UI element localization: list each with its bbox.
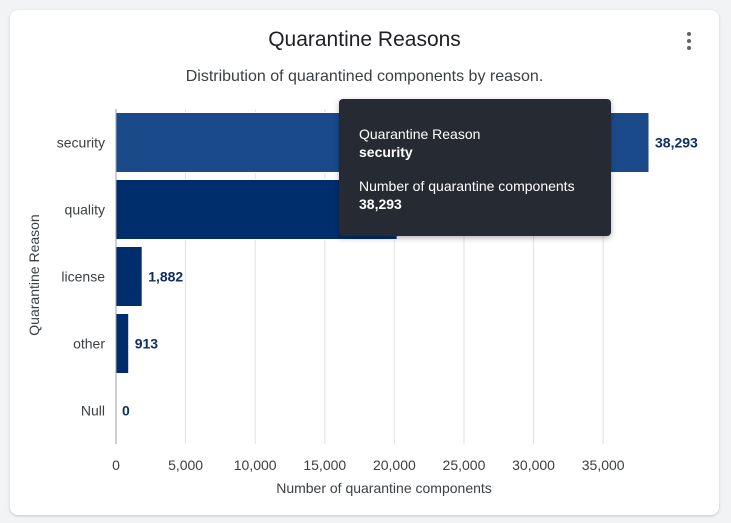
y-tick-label: quality <box>65 202 105 218</box>
y-tick-label: license <box>61 269 105 285</box>
x-tick-label: 25,000 <box>443 457 486 473</box>
y-axis-label: Quarantine Reason <box>26 214 42 335</box>
x-tick-label: 20,000 <box>373 457 416 473</box>
bar <box>115 246 143 307</box>
x-axis-label: Number of quarantine components <box>276 480 492 496</box>
x-tick-label: 15,000 <box>303 457 346 473</box>
chart-title: Quarantine Reasons <box>268 28 461 51</box>
y-tick-label: Null <box>81 403 105 419</box>
data-label: 0 <box>122 403 130 419</box>
tooltip-reason-value: security <box>359 144 413 160</box>
tooltip-count-value: 38,293 <box>359 196 402 212</box>
more-vert-icon[interactable] <box>676 28 702 54</box>
data-label: 38,293 <box>655 135 698 151</box>
y-tick-label: security <box>57 135 105 151</box>
chart-subtitle: Distribution of quarantined components b… <box>185 68 544 85</box>
tooltip-reason-label: Quarantine Reason <box>359 126 481 142</box>
x-tick-label: 35,000 <box>582 457 625 473</box>
tooltip: Quarantine Reason security Number of qua… <box>339 99 611 236</box>
bar <box>115 313 130 374</box>
data-label: 1,882 <box>148 269 183 285</box>
x-tick-label: 5,000 <box>168 457 203 473</box>
tooltip-count-label: Number of quarantine components <box>359 178 575 194</box>
data-label: 913 <box>135 336 159 352</box>
x-tick-label: 30,000 <box>512 457 555 473</box>
y-tick-label: other <box>73 336 105 352</box>
x-tick-label: 0 <box>112 457 120 473</box>
x-tick-label: 10,000 <box>234 457 277 473</box>
